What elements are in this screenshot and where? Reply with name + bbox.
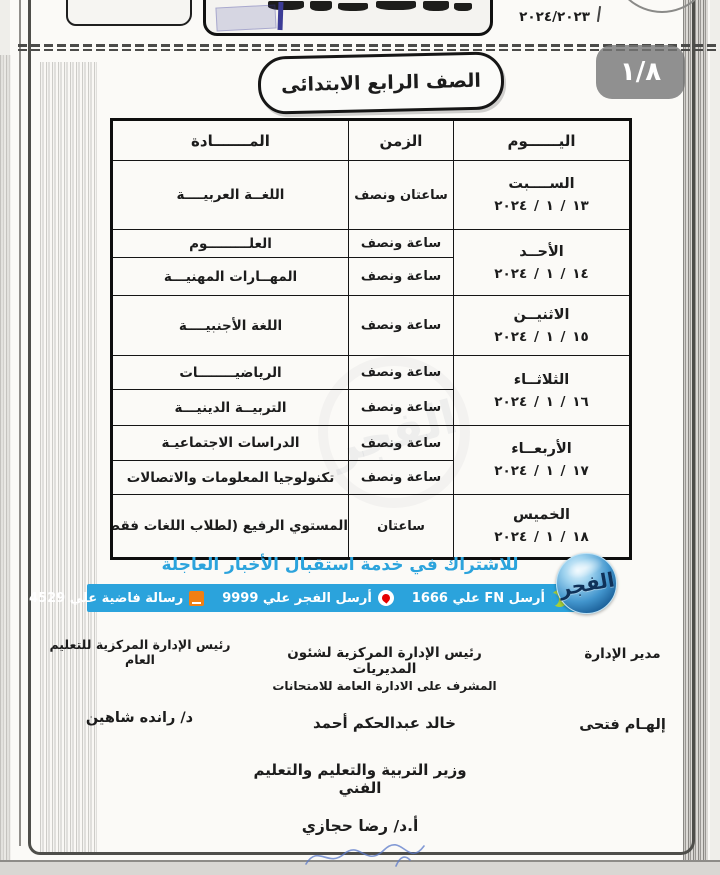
academic-year: ٢٠٢٤/٢٠٢٣ xyxy=(519,9,590,25)
time-cell: ساعة ونصف xyxy=(348,229,454,258)
schedule-table: اليــــــوم الزمن المـــــــادة الســــب… xyxy=(110,118,632,560)
day-cell: الأربعــاء ١٧ / ١ / ٢٠٢٤ xyxy=(453,425,631,495)
table-row: الأربعــاء ١٧ / ١ / ٢٠٢٤ ساعة ونصف الدرا… xyxy=(111,425,631,495)
subject-cell: تكنولوجيا المعلومات والاتصالات xyxy=(111,460,349,495)
table-row: الثلاثــاء ١٦ / ١ / ٢٠٢٤ ساعة ونصف الريا… xyxy=(111,355,631,426)
handwritten-signature xyxy=(305,843,425,867)
subject-cell: اللغة الأجنبيــــة xyxy=(111,295,349,356)
alfajr-logo-text: الفجر xyxy=(557,566,616,601)
subscribe-text: للاشتراك في خدمة استقبال الأخبار العاجلة xyxy=(161,555,519,575)
time-cell: ساعة ونصف xyxy=(348,257,454,296)
day-cell: الاثنيــن ١٥ / ١ / ٢٠٢٤ xyxy=(453,295,631,356)
subject-cell: التربيــة الدينيـــة xyxy=(111,389,349,426)
minister-title: وزير التربية والتعليم والتعليم الفني xyxy=(253,761,467,797)
partial-text-artifact xyxy=(376,1,416,10)
time-column-header: الزمن xyxy=(348,119,454,161)
time-cell: ساعة ونصف xyxy=(348,355,454,390)
time-cell: ساعة ونصف xyxy=(348,425,454,461)
admin-director-title: مدير الإدارة xyxy=(584,646,661,662)
time-cell: ساعة ونصف xyxy=(348,460,454,495)
sms-segment-vodafone: أرسل الفجر علي 9999 xyxy=(222,590,394,606)
partial-text-artifact xyxy=(423,1,449,11)
table-row: ساعة ونصف المهــارات المهنيـــة xyxy=(111,257,631,296)
partial-text-artifact xyxy=(454,3,472,11)
time-cell: ساعتان xyxy=(348,494,454,559)
table-row: الســــبت ١٣ / ١ / ٢٠٢٤ ساعتان ونصف اللغ… xyxy=(111,160,631,230)
grade-title: الصف الرابع الابتدائى xyxy=(257,51,505,115)
day-column-header: اليــــــوم xyxy=(453,119,631,161)
partial-text-artifact xyxy=(310,1,332,11)
subject-cell: المستوي الرفيع (لطلاب اللغات فقط) xyxy=(111,494,349,559)
scan-edge-right xyxy=(683,0,708,862)
alfajr-logo: الفجر xyxy=(556,553,617,614)
photocopy-frame xyxy=(28,0,695,855)
ministry-seal-icon: ATION AND P xyxy=(628,0,696,13)
subject-cell: اللغــة العربيــــة xyxy=(111,160,349,230)
central-directorates-subtitle: المشرف على الادارة العامة للامتحانات xyxy=(272,679,497,693)
time-cell: ساعتان ونصف xyxy=(348,160,454,230)
time-cell: ساعة ونصف xyxy=(348,295,454,356)
subject-cell: الدراسات الاجتماعيـة xyxy=(111,425,349,461)
scan-edge-left xyxy=(0,55,11,875)
ink-stamp-edge xyxy=(277,1,283,31)
header-box-left-cutoff xyxy=(66,0,192,26)
day-cell: الثلاثــاء ١٦ / ١ / ٢٠٢٤ xyxy=(453,355,631,426)
table-row: الاثنيــن ١٥ / ١ / ٢٠٢٤ ساعة ونصف اللغة … xyxy=(111,295,631,356)
admin-director-name: إلهـام فتحى xyxy=(579,717,666,733)
dashed-separator xyxy=(18,48,720,51)
general-education-title: رئيس الإدارة المركزية للتعليم العام xyxy=(49,637,231,667)
table-header-row: اليــــــوم الزمن المـــــــادة xyxy=(111,119,631,161)
time-cell: ساعة ونصف xyxy=(348,389,454,426)
partial-text-artifact xyxy=(338,3,368,11)
vodafone-icon xyxy=(377,590,394,606)
sms-segment-orange: رسالة فاضية علي 4529 xyxy=(29,590,205,606)
dashed-separator xyxy=(18,44,720,47)
minister-name: أ.د/ رضا حجازي xyxy=(301,817,419,835)
paper-bottom-edge xyxy=(0,860,720,875)
day-cell: الأحــد ١٤ / ١ / ٢٠٢٤ xyxy=(453,229,631,296)
page-counter-badge: ١/٨ xyxy=(596,45,685,99)
partial-text-artifact xyxy=(268,1,304,10)
sms-subscription-bar: أرسل FN علي 1666 أرسل الفجر علي 9999 رسا… xyxy=(29,584,576,612)
table-row: الأحــد ١٤ / ١ / ٢٠٢٤ ساعة ونصف العلــــ… xyxy=(111,229,631,296)
grade-title-label: الصف الرابع الابتدائى xyxy=(280,69,482,97)
ink-stamp xyxy=(215,4,277,32)
table-row: ساعة ونصف تكنولوجيا المعلومات والاتصالات xyxy=(111,460,631,495)
general-education-name: د/ رانده شاهين xyxy=(85,710,194,726)
header-box-main-cutoff xyxy=(203,0,493,36)
orange-icon xyxy=(189,590,205,606)
photocopy-frame-inner-line xyxy=(19,0,21,846)
day-cell: الســــبت ١٣ / ١ / ٢٠٢٤ xyxy=(453,160,631,230)
table-row: الخميس ١٨ / ١ / ٢٠٢٤ ساعتان المستوي الرف… xyxy=(111,494,631,559)
subject-column-header: المـــــــادة xyxy=(111,119,349,161)
day-cell: الخميس ١٨ / ١ / ٢٠٢٤ xyxy=(453,494,631,559)
central-directorates-title: رئيس الإدارة المركزية لشئون المديريات xyxy=(287,645,482,677)
scan-fold-band xyxy=(40,62,97,854)
sms-segment-etisalat: أرسل FN علي 1666 xyxy=(412,589,568,607)
central-directorates-name: خالد عبدالحكم أحمد xyxy=(313,714,456,732)
subject-cell: الرياضيــــــــات xyxy=(111,355,349,390)
subject-cell: العلـــــــــوم xyxy=(111,229,349,258)
subject-cell: المهــارات المهنيـــة xyxy=(111,257,349,296)
